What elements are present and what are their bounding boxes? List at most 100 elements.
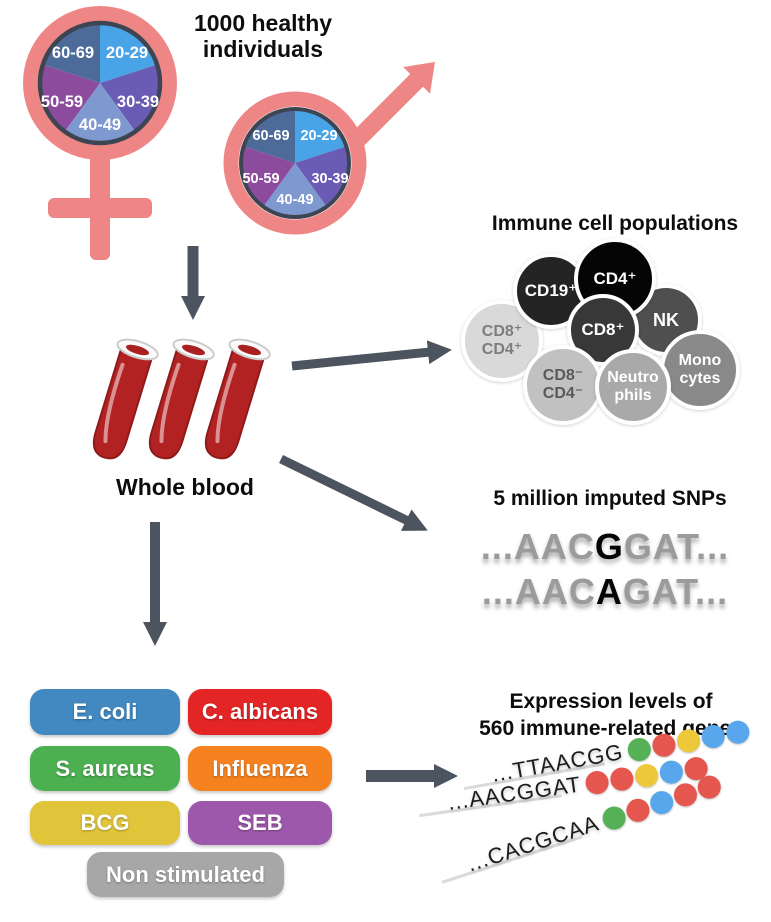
stimulus-seb: SEB	[188, 801, 332, 845]
male-pie-ring	[239, 107, 351, 219]
stimulus-influenza: Influenza	[188, 746, 332, 791]
age-slice-40-49	[64, 83, 136, 144]
expression-title-line2: 560 immune-related genes	[479, 717, 743, 740]
gene-sequence: ...CACGCAA	[463, 810, 603, 877]
tube-opening	[237, 344, 262, 356]
pill-label: SEB	[237, 810, 283, 835]
tube-highlight	[159, 362, 181, 444]
cell-label: CD8⁻	[542, 367, 584, 385]
cell-label: CD4⁻	[542, 385, 584, 402]
cell-label: cytes	[679, 370, 721, 387]
age-label-30-39: 30-39	[311, 171, 348, 187]
seq-suffix: GAT...	[622, 571, 729, 612]
age-slice-60-69	[243, 109, 295, 163]
blood-tube-icon	[92, 338, 159, 460]
snps-title: 5 million imputed SNPs	[493, 487, 727, 510]
age-slice-20-29	[295, 109, 347, 163]
tube-highlight	[215, 362, 237, 444]
age-label-50-59: 50-59	[242, 171, 279, 187]
blue-dot	[724, 718, 752, 745]
red-dot	[584, 769, 611, 796]
age-slice-50-59	[240, 146, 295, 207]
age-label-20-29: 20-29	[106, 44, 148, 62]
age-label-50-59: 50-59	[41, 93, 83, 111]
cell-cd8neg-cd4neg: CD8⁻ CD4⁻	[523, 345, 603, 425]
arrow-blood-to-snps	[279, 454, 428, 531]
female-age-pie: 20-29 30-39 40-49 50-59 60-69	[37, 20, 163, 146]
male-symbol-icon: 20-29 30-39 40-49 50-59 60-69	[223, 62, 435, 235]
cell-label: CD8⁺	[481, 323, 523, 341]
cell-label: Neutro	[607, 369, 659, 387]
snp-sequences: ...AACGGAT... ...AACAGAT...	[440, 524, 770, 614]
cell-label: CD8⁺	[581, 320, 625, 340]
green-dot	[625, 735, 653, 763]
pill-label: Influenza	[212, 755, 308, 781]
red-dot	[650, 731, 678, 759]
blue-dot	[647, 787, 677, 817]
seq-variant-allele: G	[594, 526, 624, 567]
cell-label: CD4⁺	[593, 269, 637, 289]
expression-title-line1: Expression levels of	[509, 690, 713, 713]
cell-label: CD19⁺	[524, 281, 578, 301]
age-label-20-29: 20-29	[300, 128, 337, 144]
female-cross-horizontal	[48, 198, 152, 218]
seq-prefix: ...AAC	[481, 571, 596, 612]
age-label-60-69: 60-69	[252, 128, 289, 144]
stimulus-calbicans: C. albicans	[188, 689, 332, 735]
cell-label: Mono	[678, 352, 722, 370]
age-label-60-69: 60-69	[52, 44, 94, 62]
snp-sequence-1: ...AACGGAT...	[440, 524, 770, 569]
seq-suffix: GAT...	[623, 526, 730, 567]
tube-body	[204, 344, 266, 460]
female-cross	[48, 154, 152, 260]
female-pie-ring	[37, 20, 163, 146]
tube-body	[148, 344, 210, 460]
stimulus-ecoli: E. coli	[30, 689, 180, 735]
whole-blood-label: Whole blood	[116, 474, 254, 500]
age-label-40-49: 40-49	[79, 116, 121, 134]
pill-label: Non stimulated	[106, 861, 265, 887]
yellow-dot	[675, 727, 702, 754]
seq-prefix: ...AAC	[480, 526, 595, 567]
cell-monocytes: Mono cytes	[660, 330, 740, 410]
age-label-40-49: 40-49	[276, 192, 313, 208]
age-slice-30-39	[295, 146, 350, 207]
expression-title: Expression levels of 560 immune-related …	[452, 688, 770, 742]
green-dot	[599, 803, 629, 833]
stimulus-saureus: S. aureus	[30, 746, 180, 791]
blue-dot	[658, 758, 685, 785]
red-dot	[623, 795, 653, 825]
pill-label: E. coli	[72, 699, 138, 724]
tube-opening	[125, 344, 150, 356]
age-slice-30-39	[100, 64, 161, 132]
cell-label: NK	[653, 309, 679, 330]
tube-opening	[181, 344, 206, 356]
red-dot	[670, 779, 700, 809]
cohort-title: 1000 healthy individuals	[193, 10, 333, 62]
seq-variant-allele: A	[595, 571, 623, 612]
age-slice-60-69	[42, 22, 100, 83]
stimulus-bcg: BCG	[30, 801, 180, 845]
age-slice-50-59	[39, 64, 100, 132]
arrow-blood-to-cells	[291, 340, 452, 371]
tube-body	[92, 344, 154, 460]
cell-neutrophils: Neutro phils	[595, 349, 671, 425]
stimulus-non-stimulated: Non stimulated	[87, 852, 284, 897]
female-symbol-icon: 20-29 30-39 40-49 50-59 60-69	[23, 6, 177, 260]
male-arrow-head	[403, 62, 435, 94]
red-dot	[609, 765, 636, 792]
red-dot	[694, 772, 724, 802]
pill-label: BCG	[80, 810, 130, 835]
age-slice-20-29	[100, 23, 158, 83]
immune-populations-title: Immune cell populations	[491, 212, 739, 235]
male-age-pie: 20-29 30-39 40-49 50-59 60-69	[239, 107, 351, 219]
age-label-30-39: 30-39	[117, 93, 159, 111]
tube-highlight	[103, 362, 125, 444]
age-slice-40-49	[263, 163, 327, 218]
cell-label: phils	[614, 387, 652, 404]
yellow-dot	[633, 762, 660, 789]
blue-dot	[699, 722, 727, 750]
pill-label: C. albicans	[201, 699, 319, 724]
cell-label: CD4⁺	[481, 341, 523, 358]
